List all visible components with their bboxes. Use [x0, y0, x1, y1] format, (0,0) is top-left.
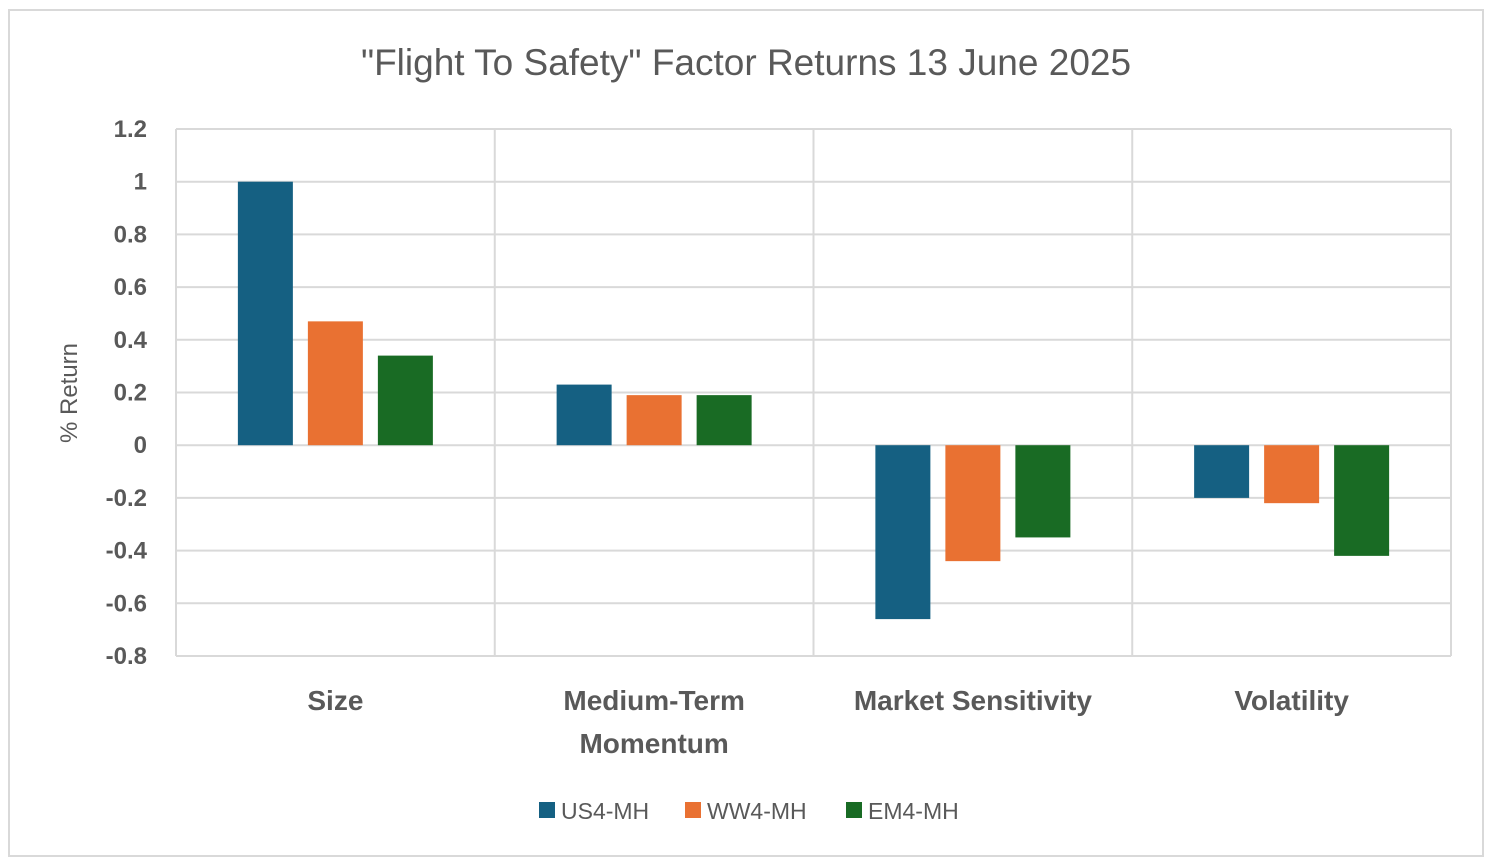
x-tick-label: Volatility: [1234, 685, 1349, 716]
y-tick-label: 1: [134, 169, 147, 196]
y-axis-label: % Return: [56, 343, 83, 443]
bar: [1334, 445, 1390, 556]
y-tick-label: -0.2: [106, 485, 147, 512]
x-tick-label: Size: [307, 685, 363, 716]
bar: [875, 445, 931, 620]
legend-swatch: [846, 802, 862, 818]
x-axis-ticks: Size Medium-Term Momentum Market Sensitivit…: [307, 685, 1349, 759]
bar: [1264, 445, 1320, 504]
bar: [307, 321, 363, 446]
legend-label: EM4-MH: [868, 798, 959, 824]
legend-swatch: [685, 802, 701, 818]
y-tick-label: 0.8: [114, 221, 147, 248]
legend: US4-MH WW4-MH EM4-MH: [539, 798, 959, 824]
legend-label: US4-MH: [561, 798, 649, 824]
bars: [237, 181, 1390, 620]
chart-title: "Flight To Safety" Factor Returns 13 Jun…: [361, 42, 1131, 83]
y-tick-label: -0.8: [106, 643, 147, 670]
gridlines: [175, 128, 1452, 657]
x-tick-label: Market Sensitivity: [854, 685, 1093, 716]
bar: [626, 395, 682, 446]
bar: [696, 395, 752, 446]
bar: [945, 445, 1001, 562]
bar: [1194, 445, 1250, 498]
legend-swatch: [539, 802, 555, 818]
bar: [377, 355, 433, 446]
x-tick-label: Medium-Term: [563, 685, 745, 716]
y-axis-ticks: 1.2 1 0.8 0.6 0.4 0.2 0 -0.2 -0.4 -0.6 -0.8: [106, 116, 148, 670]
y-tick-label: 0.6: [114, 274, 147, 301]
bar: [237, 181, 293, 446]
y-tick-label: 0.2: [114, 380, 147, 407]
y-tick-label: 1.2: [114, 116, 147, 143]
x-tick-label: Momentum: [579, 728, 728, 759]
y-tick-label: 0: [134, 432, 147, 459]
y-tick-label: -0.6: [106, 590, 147, 617]
y-tick-label: 0.4: [114, 327, 148, 354]
bar: [556, 384, 612, 446]
legend-label: WW4-MH: [707, 798, 807, 824]
y-tick-label: -0.4: [106, 538, 148, 565]
bar: [1015, 445, 1071, 538]
